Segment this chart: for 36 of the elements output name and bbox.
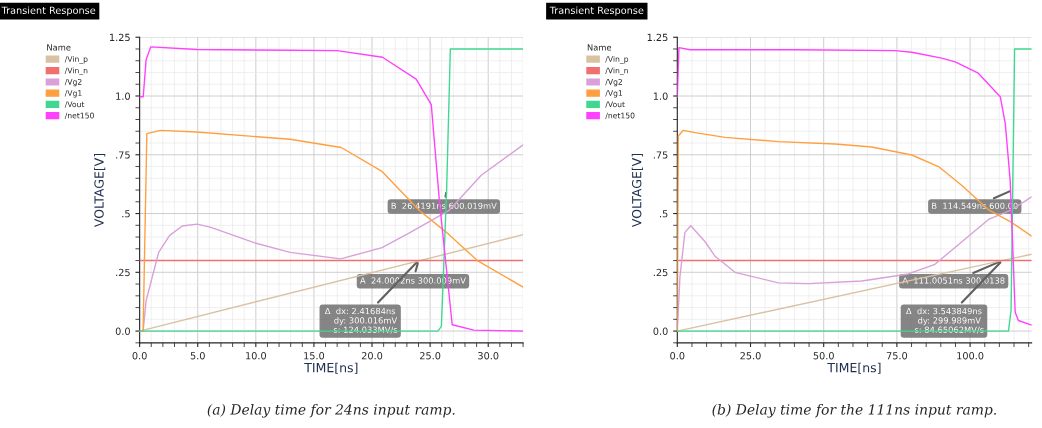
legend-title: Name	[587, 44, 612, 51]
x-tick-label: 75.0	[886, 352, 908, 360]
y-tick-label: .75	[653, 151, 668, 159]
x-tick-label: 25.0	[740, 352, 761, 360]
x-axis-title: TIME[ns]	[304, 362, 358, 374]
legend-title: Name	[47, 44, 71, 51]
x-tick-label: 30.0	[478, 352, 499, 360]
y-axis-title: VOLTAGE[V]	[94, 153, 106, 228]
text: Transient Response	[549, 6, 644, 16]
x-axis-title: TIME[ns]	[827, 362, 881, 374]
y-tick-label: .5	[122, 210, 130, 218]
x-tick-label: 10.0	[246, 352, 266, 360]
x-tick-label: 25.0	[420, 352, 441, 360]
x-tick-label: 5.0	[190, 352, 205, 360]
y-tick-label: .25	[653, 268, 668, 277]
y-tick-label: 1.0	[653, 92, 668, 100]
y-tick-label: .75	[116, 151, 130, 159]
x-tick-label: 0.0	[132, 352, 147, 360]
x-tick-label: 50.0	[813, 352, 834, 360]
y-tick-label: 1.25	[647, 33, 668, 42]
y-axis-title: VOLTAGE[V]	[631, 153, 643, 228]
text: Transient Response	[1, 6, 96, 16]
y-tick-label: 1.25	[110, 33, 130, 42]
annotation: Δ dx: 2.41684ns dy: 300.016mV s: 124.033MV/s	[324, 307, 398, 334]
x-tick-label: 0.0	[670, 352, 685, 360]
y-tick-label: .5	[660, 210, 668, 218]
annotation: Δ dx: 3.543849ns dy: 299.989mV s: 84.65062MV/s	[906, 307, 984, 334]
text: (a) Delay time for 24ns input ramp.	[207, 403, 455, 418]
y-tick-label: 0.0	[115, 327, 130, 335]
y-tick-label: 0.0	[653, 327, 668, 335]
x-tick-label: 100.0	[957, 352, 984, 360]
x-tick-label: 15.0	[304, 352, 325, 360]
x-tick-label: 20.0	[361, 352, 383, 360]
y-tick-label: 1.0	[116, 92, 130, 100]
y-tick-label: .25	[116, 268, 130, 277]
text: (b) Delay time for the 111ns input ramp.	[712, 403, 996, 418]
